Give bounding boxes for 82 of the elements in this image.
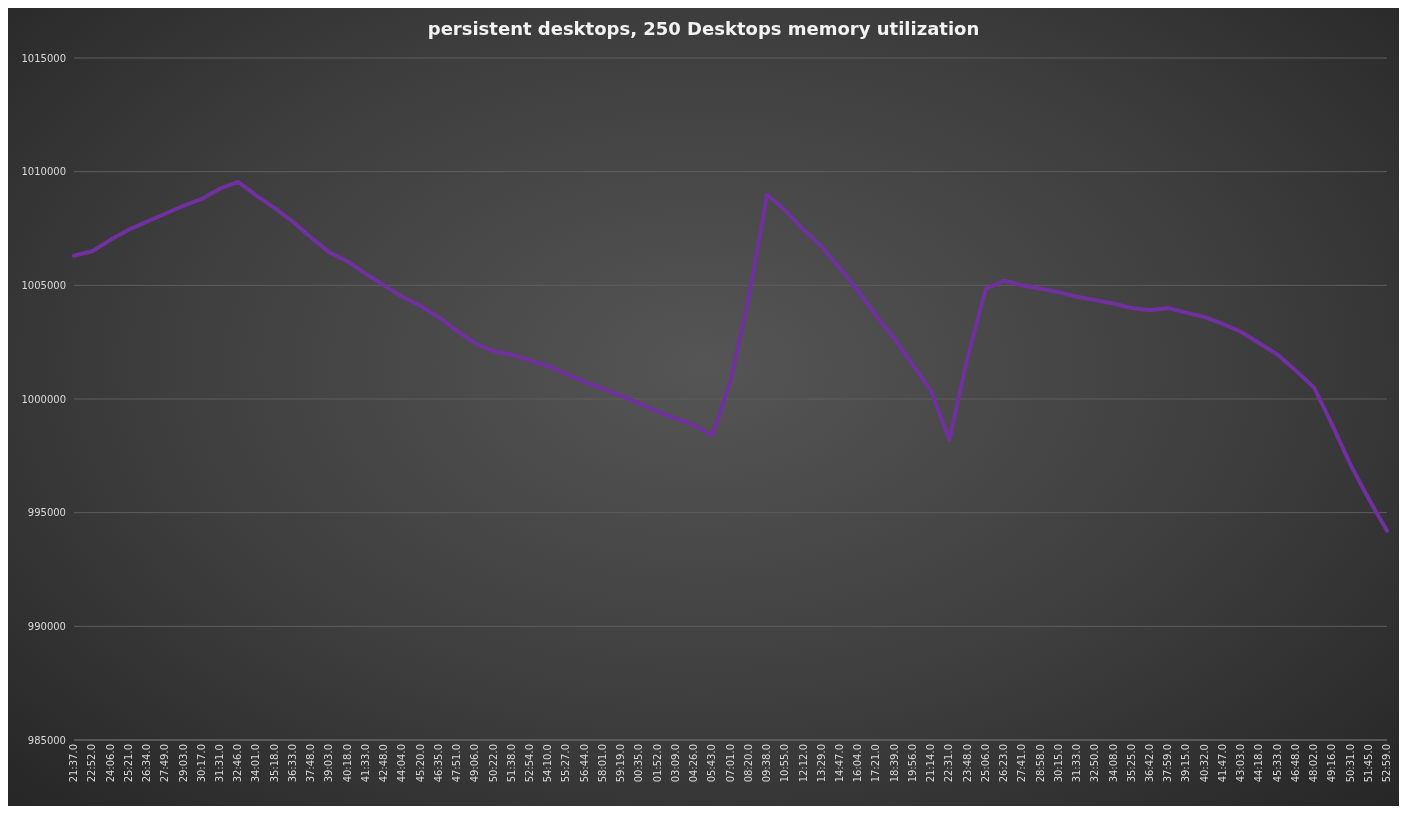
x-tick-label: 21:14.0	[925, 744, 937, 783]
x-tick-label: 45:20.0	[414, 744, 426, 783]
x-tick-label: 26:23.0	[998, 744, 1010, 783]
x-tick-label: 16:04.0	[852, 744, 864, 783]
y-tick-label: 1005000	[21, 279, 66, 291]
x-tick-label: 23:48.0	[961, 744, 973, 783]
x-tick-label: 51:45.0	[1362, 744, 1374, 783]
y-tick-label: 990000	[27, 620, 66, 632]
x-tick-label: 52:59.0	[1381, 744, 1393, 783]
x-tick-label: 24:06.0	[104, 744, 116, 783]
x-tick-label: 40:32.0	[1198, 744, 1210, 783]
x-tick-label: 22:31.0	[943, 744, 955, 783]
x-tick-label: 59:19.0	[615, 744, 627, 783]
x-tick-label: 12:12.0	[797, 744, 809, 783]
x-tick-label: 45:33.0	[1271, 744, 1283, 783]
x-tick-label: 28:58.0	[1034, 744, 1046, 783]
x-tick-label: 26:34.0	[141, 744, 153, 783]
x-tick-label: 04:26.0	[688, 744, 700, 783]
x-tick-label: 32:46.0	[232, 744, 244, 783]
x-tick-label: 32:50.0	[1089, 744, 1101, 783]
x-tick-label: 27:49.0	[159, 744, 171, 783]
x-tick-label: 58:01.0	[596, 744, 608, 783]
x-tick-label: 18:39.0	[888, 744, 900, 783]
x-tick-label: 44:04.0	[396, 744, 408, 783]
x-tick-label: 39:15.0	[1180, 744, 1192, 783]
x-tick-label: 01:52.0	[651, 744, 663, 783]
chart-title: persistent desktops, 250 Desktops memory utilization	[426, 17, 981, 41]
x-tick-label: 54:10.0	[542, 744, 554, 783]
x-tick-label: 17:21.0	[870, 744, 882, 783]
x-tick-label: 37:59.0	[1162, 744, 1174, 783]
x-tick-label: 39:03.0	[323, 744, 335, 783]
x-tick-label: 25:06.0	[979, 744, 991, 783]
y-tick-label: 985000	[27, 734, 66, 746]
y-tick-label: 995000	[27, 507, 66, 519]
x-tick-label: 46:35.0	[432, 744, 444, 783]
x-tick-label: 43:03.0	[1235, 744, 1247, 783]
x-tick-label: 41:47.0	[1216, 744, 1228, 783]
y-tick-label: 1015000	[21, 52, 66, 64]
x-tick-label: 13:29.0	[815, 744, 827, 783]
x-tick-label: 50:31.0	[1344, 744, 1356, 783]
x-tick-label: 46:48.0	[1289, 744, 1301, 783]
x-tick-label: 36:42.0	[1144, 744, 1156, 783]
x-tick-label: 49:06.0	[469, 744, 481, 783]
x-tick-label: 30:15.0	[1052, 744, 1064, 783]
x-tick-label: 25:21.0	[122, 744, 134, 783]
x-tick-label: 52:54.0	[524, 744, 535, 783]
x-tick-label: 50:22.0	[487, 744, 499, 783]
x-tick-label: 48:02.0	[1308, 744, 1320, 783]
x-tick-label: 14:47.0	[834, 744, 846, 783]
x-tick-label: 19:56.0	[906, 744, 918, 783]
x-tick-label: 09:38.0	[761, 744, 773, 783]
x-tick-label: 27:41.0	[1016, 744, 1028, 783]
x-tick-label: 34:01.0	[250, 744, 262, 783]
x-tick-label: 56:44.0	[578, 744, 590, 783]
x-tick-label: 00:35.0	[633, 744, 645, 783]
x-tick-label: 03:09.0	[669, 744, 681, 783]
line-series	[72, 179, 1389, 533]
x-tick-label: 21:37.0	[68, 744, 80, 783]
x-tick-label: 34:08.0	[1107, 744, 1119, 783]
x-tick-label: 07:01.0	[724, 744, 736, 783]
x-tick-label: 47:51.0	[451, 744, 463, 783]
y-tick-label: 1010000	[21, 166, 66, 178]
x-tick-label: 36:33.0	[286, 744, 298, 783]
x-tick-label: 40:18.0	[341, 744, 353, 783]
x-tick-label: 31:33.0	[1071, 744, 1083, 783]
x-tick-label: 44:18.0	[1253, 744, 1265, 783]
x-tick-label: 42:48.0	[378, 744, 390, 783]
x-tick-label: 31:31.0	[213, 744, 225, 783]
x-tick-label: 41:33.0	[359, 744, 371, 783]
x-tick-label: 29:03.0	[177, 744, 189, 783]
x-tick-label: 30:17.0	[195, 744, 207, 783]
x-tick-label: 51:38.0	[505, 744, 517, 783]
x-tick-label: 37:48.0	[305, 744, 317, 783]
y-tick-label: 1000000	[21, 393, 66, 405]
x-tick-label: 49:16.0	[1326, 744, 1338, 783]
x-tick-label: 08:20.0	[742, 744, 754, 783]
x-tick-label: 05:43.0	[706, 744, 718, 783]
x-tick-label: 55:27.0	[560, 744, 572, 783]
x-tick-label: 10:55.0	[779, 744, 791, 783]
x-tick-label: 35:25.0	[1125, 744, 1137, 783]
x-tick-label: 35:18.0	[268, 744, 280, 783]
x-tick-label: 22:52.0	[86, 744, 98, 783]
